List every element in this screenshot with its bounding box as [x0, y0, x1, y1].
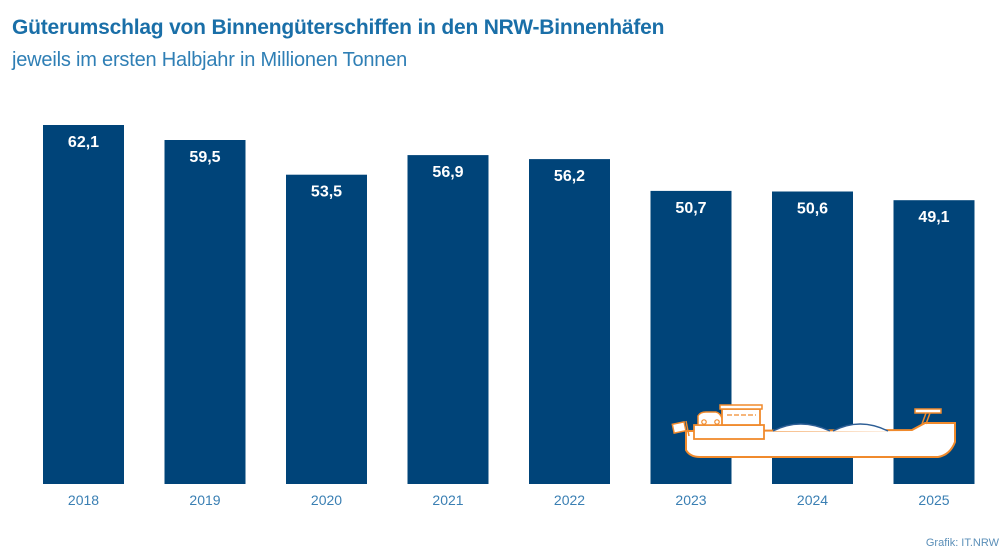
bars-group	[43, 125, 975, 484]
bar-2019	[164, 140, 246, 484]
x-tick-label-2020: 2020	[311, 492, 342, 508]
value-label-2025: 49,1	[918, 209, 949, 226]
x-axis-labels-group: 2018 2019 2020 2021 2022 2023 2024 2025	[68, 492, 950, 508]
x-tick-label-2025: 2025	[918, 492, 949, 508]
value-label-2024: 50,6	[797, 201, 828, 218]
value-label-2020: 53,5	[311, 184, 342, 201]
ship-cabin-base	[693, 424, 765, 440]
bar-2022	[529, 159, 610, 484]
ship-wheelhouse	[721, 408, 761, 426]
value-label-2021: 56,9	[432, 164, 463, 181]
ship-mast	[914, 408, 942, 414]
chart-title: Güterumschlag von Binnengüterschiffen in…	[12, 16, 665, 39]
x-tick-label-2018: 2018	[68, 492, 99, 508]
value-label-2019: 59,5	[189, 149, 220, 166]
cargo-pile-right	[832, 423, 889, 432]
source-credit: Grafik: IT.NRW	[925, 537, 999, 549]
ship-icon	[671, 404, 956, 458]
x-tick-label-2021: 2021	[432, 492, 463, 508]
x-tick-label-2019: 2019	[189, 492, 220, 508]
cargo-pile-left	[772, 423, 831, 432]
x-tick-label-2022: 2022	[554, 492, 585, 508]
x-tick-label-2023: 2023	[675, 492, 706, 508]
ship-flag	[671, 420, 687, 435]
bar-2020	[286, 174, 367, 484]
chart-subtitle: jeweils im ersten Halbjahr in Millionen …	[12, 49, 408, 71]
bar-2021	[407, 155, 489, 484]
value-label-2023: 50,7	[675, 200, 706, 217]
value-label-2018: 62,1	[68, 134, 99, 151]
x-tick-label-2024: 2024	[797, 492, 828, 508]
value-label-2022: 56,2	[554, 168, 585, 185]
value-labels-group: 62,1 59,5 53,5 56,9 56,2 50,7 50,6 49,1	[68, 134, 950, 226]
bar-2018	[43, 125, 124, 484]
